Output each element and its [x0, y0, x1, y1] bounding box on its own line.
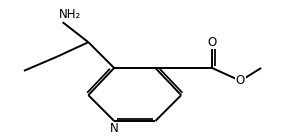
- Text: O: O: [207, 36, 217, 49]
- Text: N: N: [110, 122, 119, 135]
- Text: NH₂: NH₂: [59, 8, 82, 21]
- Text: O: O: [236, 74, 245, 87]
